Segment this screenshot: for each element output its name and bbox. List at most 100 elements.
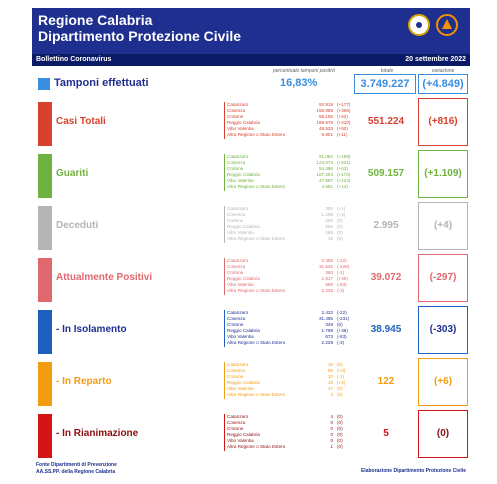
province-value: 0	[330, 420, 333, 426]
province-value: 4.651	[321, 184, 334, 190]
section-total: 39.072	[370, 272, 402, 283]
province-name: Crotone	[227, 114, 244, 120]
province-value: 124.073	[316, 160, 333, 166]
province-value: 360	[325, 270, 333, 276]
province-name: Altra Regione o Stato Estero	[227, 184, 286, 190]
province-value: 16	[327, 236, 333, 242]
province-row: Crotone 54.486 (+63)	[227, 166, 354, 172]
province-name: Reggio Calabria	[227, 224, 260, 230]
province-row: Altra Regione o Stato Estero 16 (0)	[227, 236, 354, 242]
province-delta: (+63)	[337, 166, 348, 172]
province-delta: (+11)	[337, 132, 348, 138]
province-delta: (+40)	[337, 276, 348, 282]
province-name: Crotone	[227, 270, 244, 276]
province-breakdown: Catanzaro 2.432 (-22) Cosenza 31.465 (-231) Cr…	[224, 310, 354, 347]
province-name: Crotone	[227, 374, 244, 380]
department-title: Dipartimento Protezione Civile	[38, 28, 242, 44]
province-name: Vibo Valentia	[227, 126, 254, 132]
section-variation: (+6)	[418, 358, 468, 406]
province-row: Altra Regione o Stato Estero 2.235 (-3)	[227, 288, 354, 294]
province-row: Vibo Valentia 0 (0)	[227, 438, 354, 444]
section-deceduti: Deceduti Catanzaro 380 (+1) Cosenza 1.298 (+3)…	[32, 202, 470, 252]
section-total: 509.157	[367, 168, 405, 179]
province-row: Vibo Valentia 48.533 (+50)	[227, 126, 354, 132]
province-breakdown: Catanzaro 4 (0) Cosenza 0 (0) Crotone 0 (0) Reggi…	[224, 414, 354, 451]
section-variation: (0)	[418, 410, 468, 458]
province-value: 189.976	[316, 120, 333, 126]
province-delta: (0)	[337, 236, 343, 242]
section-label: Casi Totali	[56, 116, 106, 127]
province-value: 54.486	[318, 166, 333, 172]
province-name: Altra Regione o Stato Estero	[227, 288, 286, 294]
province-name: Crotone	[227, 166, 244, 172]
province-row: Crotone 260 (0)	[227, 218, 354, 224]
province-value: 2.455	[321, 258, 334, 263]
tamponi-color-swatch	[38, 78, 50, 90]
province-delta: (0)	[337, 392, 343, 398]
province-name: Catanzaro	[227, 102, 249, 107]
province-row: Catanzaro 2.432 (-22)	[227, 310, 354, 316]
province-delta: (+199)	[337, 154, 351, 159]
section-total: 122	[377, 376, 395, 387]
province-value: 2.229	[321, 340, 334, 346]
province-value: 1	[330, 444, 333, 450]
tamponi-total: 3.749.227	[354, 74, 416, 94]
province-value: 19	[327, 362, 333, 367]
province-delta: (-83)	[337, 334, 347, 340]
province-value: 91.084	[318, 154, 333, 159]
section-label: Attualmente Positivi	[56, 272, 153, 283]
province-name: Cosenza	[227, 108, 246, 114]
province-row: Reggio Calabria 187.204 (+170)	[227, 172, 354, 178]
province-delta: (0)	[337, 426, 343, 432]
section-total: 5	[383, 428, 389, 439]
province-row: Cosenza 55 (+3)	[227, 368, 354, 374]
province-value: 690	[325, 282, 333, 288]
section-casi-totali: Casi Totali Catanzaro 93.919 (+177) Cosenza 1…	[32, 98, 470, 148]
province-delta: (+3)	[337, 212, 346, 218]
province-name: Reggio Calabria	[227, 328, 260, 334]
province-value: 187.204	[316, 172, 333, 178]
section-variation: (-303)	[418, 306, 468, 354]
province-name: Cosenza	[227, 316, 246, 322]
province-delta: (0)	[337, 414, 343, 419]
province-row: Catanzaro 2.455 (-22)	[227, 258, 354, 264]
province-row: Cosenza 124.073 (+531)	[227, 160, 354, 166]
province-name: Reggio Calabria	[227, 120, 260, 126]
province-row: Reggio Calabria 0 (0)	[227, 432, 354, 438]
section-label: - In Reparto	[56, 376, 112, 387]
province-value: 1.798	[321, 328, 334, 334]
footer: Fonte Dipartimenti di Prevenzione AA.SS.…	[32, 462, 470, 478]
province-delta: (+531)	[337, 160, 351, 166]
province-delta: (-1)	[337, 374, 345, 380]
bulletin-label: Bollettino Coronavirus	[36, 56, 112, 63]
province-name: Altra Regione o Stato Estero	[227, 340, 286, 346]
province-row: Crotone 55.106 (+62)	[227, 114, 354, 120]
section-total: 551.224	[367, 116, 405, 127]
province-breakdown: Catanzaro 19 (0) Cosenza 55 (+3) Crotone 10 (-1)…	[224, 362, 354, 399]
province-row: Catanzaro 380 (+1)	[227, 206, 354, 212]
province-row: Crotone 10 (-1)	[227, 374, 354, 380]
province-breakdown: Catanzaro 380 (+1) Cosenza 1.298 (+3) Crotone 2…	[224, 206, 354, 243]
province-row: Vibo Valentia 47.657 (+124)	[227, 178, 354, 184]
province-delta: (-3)	[337, 288, 345, 294]
province-value: 0	[330, 432, 333, 438]
province-row: Cosenza 0 (0)	[227, 420, 354, 426]
section-attualmente-positivi: Attualmente Positivi Catanzaro 2.455 (-22) C…	[32, 254, 470, 304]
province-name: Vibo Valentia	[227, 334, 254, 340]
source-line-2: AA.SS.PP. della Regione Calabria	[36, 469, 116, 475]
province-value: 93.919	[318, 102, 333, 107]
tamponi-label: Tamponi effettuati	[54, 77, 149, 89]
section-variation: (-297)	[418, 254, 468, 302]
region-coat-of-arms-icon	[408, 14, 430, 36]
province-delta: (-83)	[337, 282, 347, 288]
province-row: Reggio Calabria 855 (0)	[227, 224, 354, 230]
section-color-bar	[38, 206, 52, 250]
province-name: Catanzaro	[227, 206, 249, 211]
province-name: Vibo Valentia	[227, 230, 254, 236]
province-name: Reggio Calabria	[227, 432, 260, 438]
province-row: Altra Regione o Stato Estero 6.901 (+11)	[227, 132, 354, 138]
province-name: Cosenza	[227, 264, 246, 270]
province-delta: (+1)	[337, 206, 346, 211]
province-value: 2.235	[321, 288, 334, 294]
tamponi-positive-percent: 16,83%	[280, 77, 318, 89]
